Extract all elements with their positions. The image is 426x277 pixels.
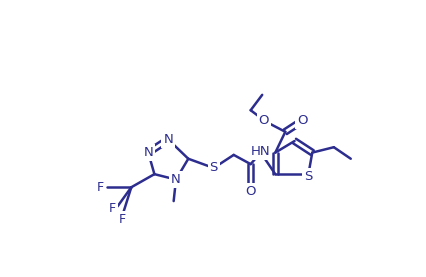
Text: F: F [118,213,126,226]
Text: O: O [297,114,308,127]
Text: O: O [245,184,256,198]
Text: S: S [304,170,313,183]
Text: F: F [109,202,115,215]
Text: S: S [210,161,218,175]
Text: N: N [171,173,181,186]
Text: F: F [97,181,104,194]
Text: N: N [144,146,153,159]
Text: HN: HN [251,145,271,158]
Text: N: N [164,133,173,146]
Text: O: O [259,114,269,127]
